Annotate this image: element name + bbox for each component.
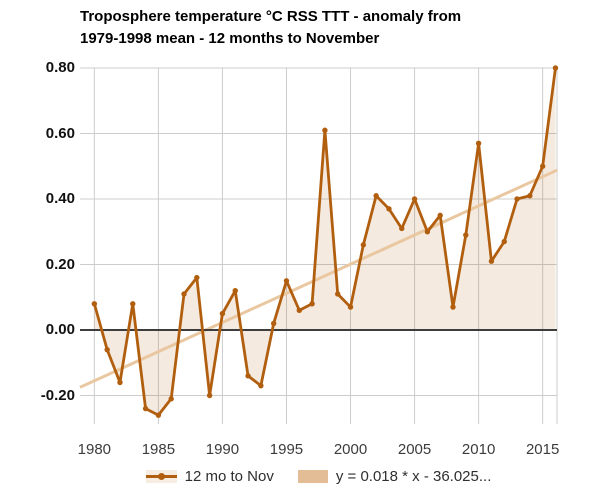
data-point-marker[interactable] [437, 212, 443, 219]
data-point-marker[interactable] [142, 405, 149, 412]
x-tick-label: 2005 [397, 441, 432, 458]
data-point-marker[interactable] [104, 346, 110, 353]
data-point-marker[interactable] [322, 127, 328, 133]
trend-line [79, 168, 558, 389]
data-point-marker[interactable] [258, 382, 264, 389]
x-tick-label: 2010 [461, 441, 496, 458]
data-point-marker[interactable] [130, 301, 136, 307]
trendline-swatch-icon [297, 469, 328, 483]
data-point-marker[interactable] [335, 291, 341, 297]
data-point-marker[interactable] [168, 396, 174, 402]
data-point-marker[interactable] [424, 229, 431, 235]
series-line-swatch-icon [145, 469, 177, 483]
data-point-marker[interactable] [117, 379, 123, 386]
data-point-marker[interactable] [552, 65, 559, 71]
data-point-marker[interactable] [219, 310, 226, 317]
data-point-marker[interactable] [399, 225, 405, 232]
data-point-marker[interactable] [527, 193, 533, 199]
x-tick-label: 1995 [269, 441, 304, 458]
data-point-marker[interactable] [283, 278, 290, 284]
y-tick-label: 0.00 [45, 321, 75, 338]
data-point-marker[interactable] [296, 307, 302, 314]
y-tick-label: -0.20 [40, 386, 75, 404]
y-tick-label: 0.40 [45, 190, 75, 207]
data-point-marker[interactable] [411, 196, 418, 202]
data-point-marker[interactable] [386, 206, 392, 212]
chart-title-line-1: Troposphere temperature °C RSS TTT - ano… [80, 8, 462, 25]
data-point-marker[interactable] [91, 301, 98, 307]
chart-legend: 12 mo to Nov y = 0.018 * x - 36.025... [80, 464, 557, 488]
data-point-marker[interactable] [360, 242, 367, 248]
x-tick-label: 1985 [141, 441, 176, 458]
data-point-marker[interactable] [373, 193, 379, 199]
x-tick-label: 2000 [333, 441, 368, 458]
data-point-marker[interactable] [347, 304, 354, 310]
x-tick-label: 2015 [525, 441, 560, 458]
y-tick-label: 0.80 [45, 59, 75, 76]
data-point-marker[interactable] [232, 288, 238, 294]
x-tick-label: 1980 [77, 441, 112, 458]
data-point-marker[interactable] [155, 412, 162, 418]
data-point-marker[interactable] [539, 163, 546, 169]
x-tick-label: 1990 [205, 441, 240, 458]
legend-series-label: 12 mo to Nov [184, 467, 274, 485]
y-tick-label: 0.20 [45, 255, 75, 273]
data-point-marker[interactable] [245, 373, 251, 379]
data-point-marker[interactable] [463, 232, 469, 238]
data-point-marker[interactable] [181, 291, 187, 297]
data-point-marker[interactable] [270, 320, 277, 327]
legend-item-series: 12 mo to Nov [145, 467, 274, 485]
data-point-marker[interactable] [450, 304, 456, 310]
legend-trendline-label: y = 0.018 * x - 36.025... [335, 467, 492, 485]
area-fill [94, 68, 556, 416]
data-point-marker[interactable] [514, 196, 520, 202]
data-point-marker[interactable] [194, 274, 200, 281]
chart-title: Troposphere temperature °C RSS TTT - ano… [80, 6, 461, 50]
legend-item-trendline: y = 0.018 * x - 36.025... [297, 467, 492, 485]
data-point-marker[interactable] [206, 392, 213, 399]
data-point-marker[interactable] [501, 238, 507, 245]
data-point-marker[interactable] [475, 140, 482, 147]
y-tick-label: 0.60 [45, 124, 75, 142]
data-point-marker[interactable] [309, 301, 315, 307]
chart-title-line-2: 1979-1998 mean - 12 months to November [80, 30, 380, 47]
series-swatch-dot [157, 472, 165, 480]
data-point-marker[interactable] [488, 258, 495, 264]
